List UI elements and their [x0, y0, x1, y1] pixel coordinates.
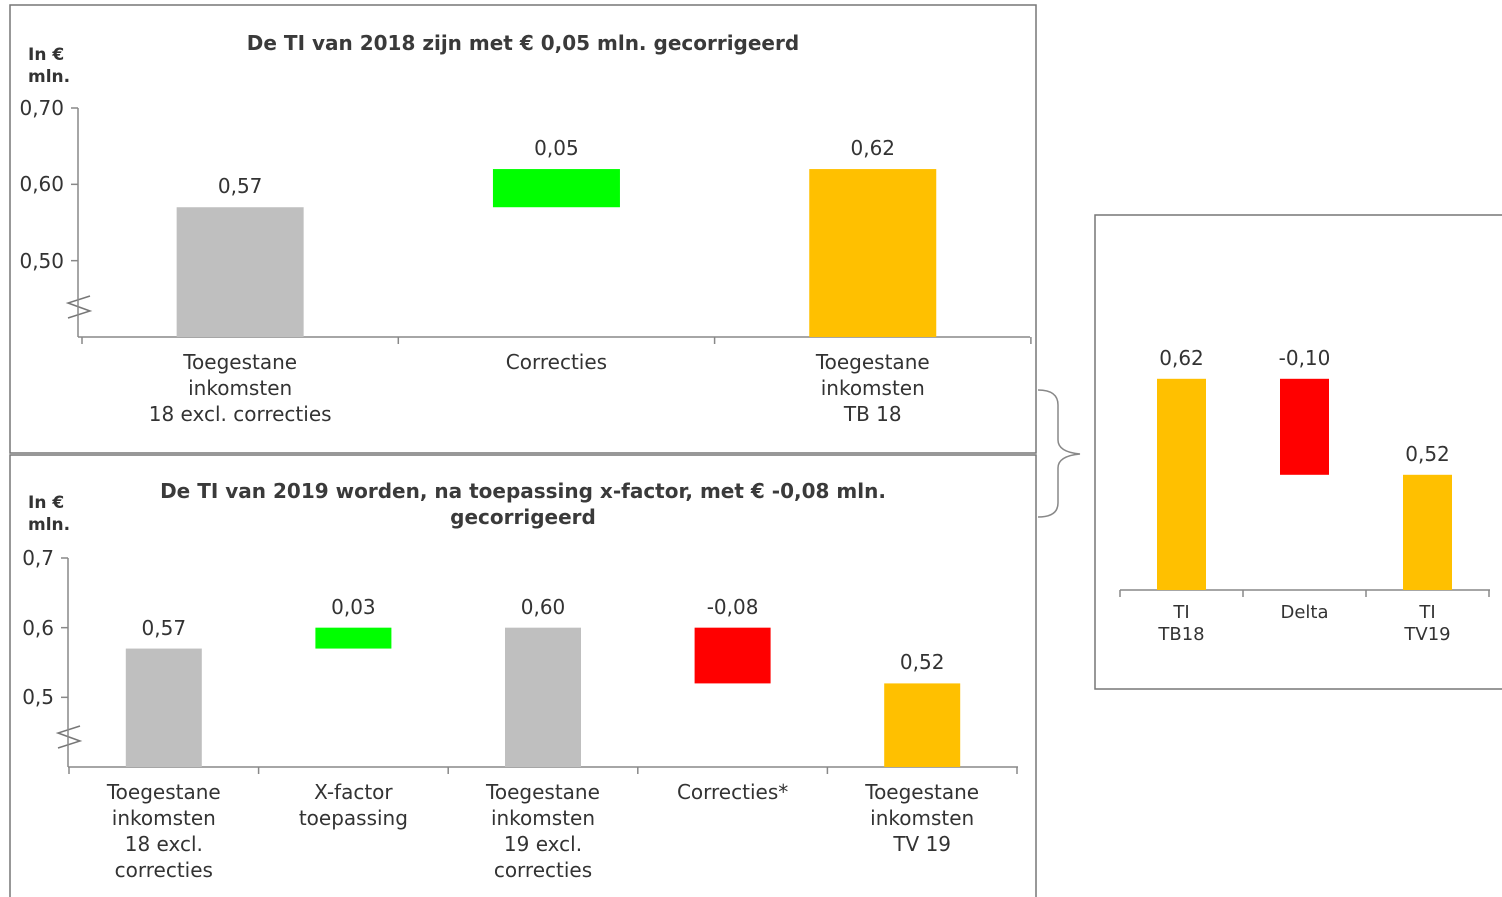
value-label: 0,52 [1405, 441, 1450, 466]
bar [125, 648, 202, 767]
value-label: 0,52 [899, 650, 945, 675]
x-tick-label: TI TB18 [1158, 602, 1205, 645]
value-label: -0,10 [1278, 345, 1331, 370]
brace [1037, 389, 1081, 518]
bar [176, 207, 304, 337]
x-tick-label: Toegestane inkomsten 18 excl. correcties [148, 350, 332, 426]
chart-title: De TI van 2018 zijn met € 0,05 mln. geco… [246, 31, 800, 55]
bar [1280, 378, 1329, 475]
value-label: 0,05 [534, 136, 579, 161]
bar [1403, 474, 1452, 590]
value-label: 0,57 [217, 174, 263, 199]
y-tick-label: 0,6 [22, 615, 54, 640]
x-tick-label: Correcties* [676, 780, 789, 804]
y-tick-label: 0,5 [22, 685, 54, 710]
bar [884, 683, 961, 767]
axis-break [65, 295, 93, 319]
chart-frame [9, 454, 1037, 897]
x-tick-label: Delta [1280, 602, 1329, 623]
y-axis-title: In € mln. [28, 493, 71, 535]
bar [492, 169, 620, 208]
value-label: 0,62 [850, 136, 896, 161]
x-tick-label: Toegestane inkomsten 18 excl. correcties [106, 780, 221, 882]
x-tick-label: Toegestane inkomsten TV 19 [865, 780, 980, 856]
bar [809, 169, 937, 337]
chart-title: De TI van 2019 worden, na toepassing x-f… [160, 479, 886, 529]
x-tick-label: X-factor toepassing [298, 780, 408, 830]
chart-frame [9, 4, 1037, 454]
x-tick-label: Toegestane inkomsten TB 18 [815, 350, 930, 426]
x-tick-label: Toegestane inkomsten 19 excl. correcties [486, 780, 600, 882]
y-tick-label: 0,70 [19, 96, 64, 120]
value-label: 0,03 [331, 594, 376, 619]
y-axis-title: In € mln. [28, 45, 71, 87]
bar [1157, 378, 1206, 590]
value-label: 0,60 [520, 594, 566, 619]
value-label: 0,57 [141, 615, 187, 640]
bar [505, 627, 581, 767]
value-label: -0,08 [706, 594, 759, 619]
y-tick-label: 0,50 [19, 248, 64, 273]
bar [315, 627, 392, 649]
y-tick-label: 0,60 [19, 172, 64, 197]
bar [694, 627, 771, 684]
axis-break [55, 725, 83, 749]
x-tick-label: TI TV19 [1404, 602, 1451, 645]
y-tick-label: 0,7 [22, 546, 54, 570]
x-tick-label: Correcties [505, 350, 608, 374]
chart-frame [1094, 214, 1502, 690]
value-label: 0,62 [1159, 345, 1204, 370]
